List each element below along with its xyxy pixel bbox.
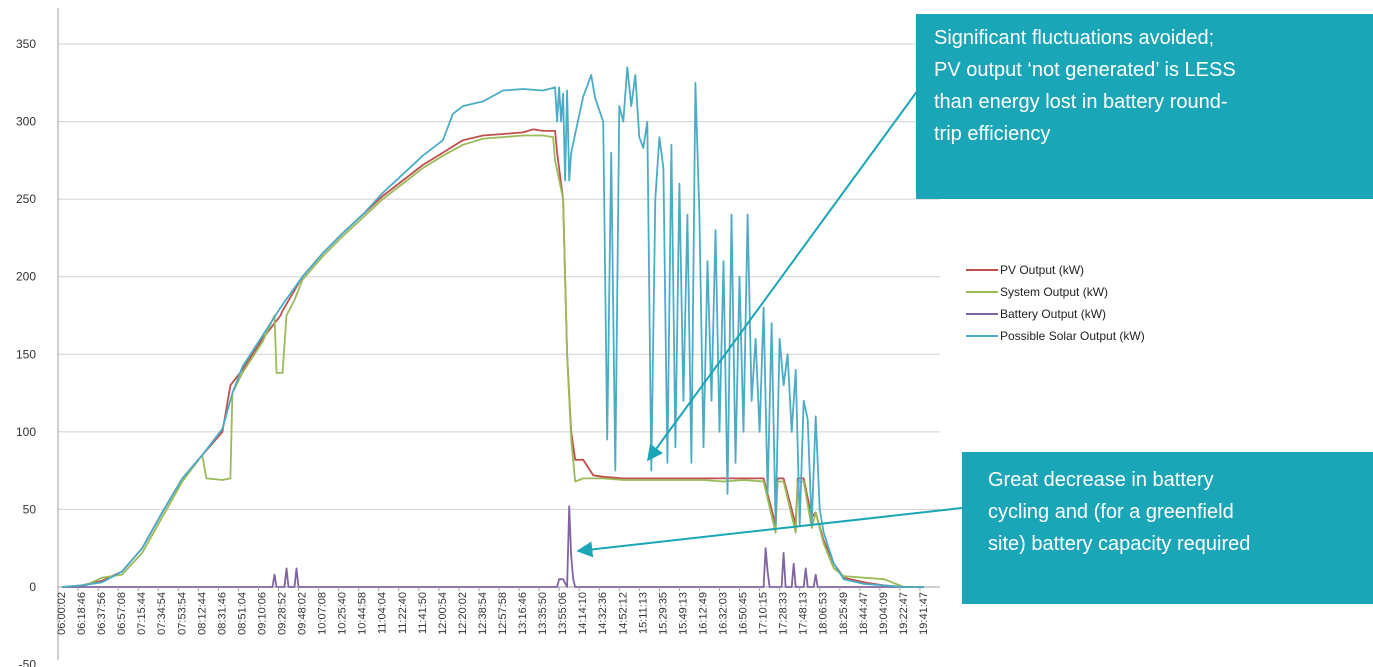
x-tick-label: 15:29:35 (657, 592, 669, 635)
callout-top-line-1: Significant fluctuations avoided; (934, 27, 1215, 49)
x-tick-label: 11:41:50 (417, 592, 429, 634)
x-tick-label: 06:18:46 (76, 592, 88, 635)
y-tick-label: 200 (16, 270, 36, 284)
arrow-to-battery-spike (576, 507, 963, 558)
x-tick-label: 06:57:08 (116, 592, 128, 635)
callout-top-line-2: PV output ‘not generated’ is LESS (934, 59, 1236, 81)
x-tick-label: 08:31:46 (216, 592, 228, 635)
callout-bottom-line-1: Great decrease in battery (988, 469, 1214, 491)
y-tick-label: 150 (16, 347, 36, 361)
x-axis-ticks: 06:00:02 06:18:46 06:37:56 06:57:08 07:15:44… (56, 587, 930, 635)
y-axis-ticks: -50 0 50 100 150 200 250 300 350 (16, 37, 36, 667)
x-tick-label: 10:44:58 (357, 592, 369, 635)
callout-arrows (576, 89, 963, 558)
legend-label-4: Possible Solar Output (kW) (1000, 329, 1145, 343)
x-tick-label: 12:20:02 (457, 592, 469, 635)
x-tick-label: 15:49:13 (677, 592, 689, 635)
legend-label-3: Battery Output (kW) (1000, 307, 1106, 321)
x-tick-label: 17:48:13 (798, 592, 810, 635)
x-tick-label: 07:34:54 (156, 592, 168, 635)
arrow-to-flat-output (647, 89, 919, 462)
x-tick-label: 11:22:40 (397, 592, 409, 634)
y-tick-label: 300 (16, 115, 36, 129)
series-lines (61, 66, 924, 588)
x-tick-label: 06:37:56 (96, 592, 108, 635)
series-line-4 (61, 66, 924, 588)
x-tick-label: 15:11:13 (637, 592, 649, 634)
series-line-1 (61, 128, 924, 588)
y-tick-label: 350 (16, 37, 36, 51)
callout-top-line-4: trip efficiency (934, 123, 1051, 145)
x-tick-label: 09:48:02 (297, 592, 309, 635)
x-tick-label: 16:12:49 (697, 592, 709, 635)
x-tick-label: 10:07:08 (317, 592, 329, 635)
x-tick-label: 16:32:03 (718, 592, 730, 635)
callout-top-line-3: than energy lost in battery round- (934, 91, 1228, 113)
x-tick-label: 14:52:12 (617, 592, 629, 635)
y-tick-label: 0 (29, 580, 36, 594)
x-tick-label: 13:55:06 (557, 592, 569, 635)
legend: PV Output (kW) System Output (kW) Battery … (966, 263, 1145, 343)
callout-bottom-line-3: site) battery capacity required (988, 533, 1251, 555)
x-tick-label: 14:14:10 (577, 592, 589, 635)
series-line-2 (62, 134, 924, 588)
y-tick-label: -50 (19, 658, 37, 667)
x-tick-label: 08:12:44 (196, 592, 208, 635)
x-tick-label: 12:38:54 (477, 592, 489, 635)
x-tick-label: 19:22:47 (898, 592, 910, 635)
x-tick-label: 08:51:04 (236, 592, 248, 635)
x-tick-label: 10:25:40 (337, 592, 349, 635)
x-tick-label: 12:57:58 (497, 592, 509, 635)
y-tick-label: 50 (23, 502, 37, 516)
annotation-callout-bottom: Great decrease in battery cycling and (f… (962, 452, 1373, 604)
x-tick-label: 06:00:02 (56, 592, 68, 635)
x-tick-label: 19:41:47 (918, 592, 930, 635)
x-tick-label: 16:50:45 (738, 592, 750, 635)
grid-lines (58, 43, 940, 510)
axes (57, 8, 940, 660)
x-tick-label: 09:10:06 (256, 592, 268, 635)
legend-label-1: PV Output (kW) (1000, 263, 1084, 277)
x-tick-label: 07:53:54 (176, 592, 188, 635)
annotation-callout-top: Significant fluctuations avoided; PV out… (916, 14, 1373, 199)
series-line-3 (62, 505, 924, 588)
x-tick-label: 17:28:33 (778, 592, 790, 635)
x-tick-label: 17:10:15 (758, 592, 770, 635)
callout-bottom-line-2: cycling and (for a greenfield (988, 501, 1234, 523)
x-tick-label: 18:06:53 (818, 592, 830, 635)
y-tick-label: 250 (16, 192, 36, 206)
x-tick-label: 13:16:46 (517, 592, 529, 635)
x-tick-label: 11:04:04 (377, 592, 389, 634)
x-tick-label: 18:44:47 (858, 592, 870, 635)
x-tick-label: 14:32:36 (597, 592, 609, 635)
x-tick-label: 12:00:54 (437, 592, 449, 635)
y-tick-label: 100 (16, 425, 36, 439)
x-tick-label: 19:04:09 (878, 592, 890, 635)
x-tick-label: 07:15:44 (136, 592, 148, 635)
legend-label-2: System Output (kW) (1000, 285, 1108, 299)
x-tick-label: 18:25:49 (838, 592, 850, 635)
x-tick-label: 09:28:52 (277, 592, 289, 635)
x-tick-label: 13:35:50 (537, 592, 549, 635)
